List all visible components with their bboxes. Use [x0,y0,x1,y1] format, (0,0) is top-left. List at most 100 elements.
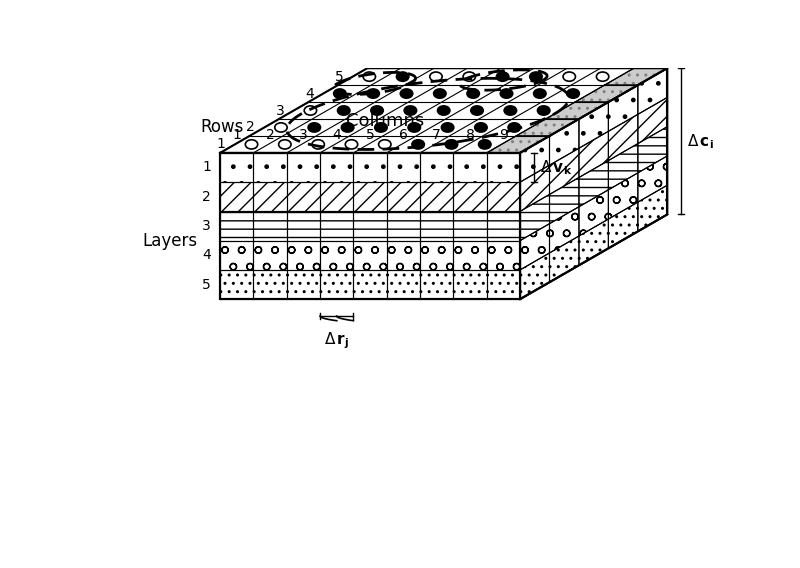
Polygon shape [486,241,520,270]
Polygon shape [386,182,420,211]
Text: $\Delta\,\mathbf{v_k}$: $\Delta\,\mathbf{v_k}$ [540,158,573,177]
Polygon shape [454,153,486,182]
Polygon shape [386,241,420,270]
Ellipse shape [312,140,324,149]
Polygon shape [320,153,354,182]
Polygon shape [220,153,254,182]
Polygon shape [638,156,667,202]
Ellipse shape [304,106,317,115]
Polygon shape [520,253,550,299]
Polygon shape [420,153,454,182]
Polygon shape [420,211,454,241]
Ellipse shape [412,140,424,149]
Ellipse shape [497,72,509,81]
Polygon shape [486,270,520,299]
Polygon shape [550,119,579,165]
Polygon shape [638,127,667,173]
Text: Columns: Columns [346,112,425,130]
Ellipse shape [308,123,321,132]
Polygon shape [575,85,638,102]
Polygon shape [386,211,420,241]
Polygon shape [254,241,286,270]
Text: 8: 8 [466,128,474,142]
Ellipse shape [338,106,350,115]
Ellipse shape [246,140,258,149]
Text: 4: 4 [332,128,341,142]
Polygon shape [550,177,579,224]
Text: 4: 4 [305,86,314,101]
Ellipse shape [334,89,346,98]
Polygon shape [286,270,320,299]
Polygon shape [609,114,638,161]
Text: $\Delta\,\mathbf{r_j}$: $\Delta\,\mathbf{r_j}$ [324,330,350,350]
Ellipse shape [438,106,450,115]
Text: 7: 7 [432,128,441,142]
Polygon shape [286,182,320,211]
Text: 9: 9 [499,128,508,142]
Polygon shape [320,182,354,211]
Text: 5: 5 [366,128,374,142]
Ellipse shape [563,72,575,81]
Polygon shape [220,241,254,270]
Polygon shape [520,165,550,211]
Text: 3: 3 [202,219,211,233]
Ellipse shape [367,89,379,98]
Ellipse shape [404,106,417,115]
Ellipse shape [374,123,387,132]
Ellipse shape [474,123,487,132]
Polygon shape [550,207,579,253]
Text: 2: 2 [266,128,274,142]
Ellipse shape [434,89,446,98]
Polygon shape [420,241,454,270]
Polygon shape [454,241,486,270]
Ellipse shape [567,89,579,98]
Text: 1: 1 [217,137,226,152]
Polygon shape [420,182,454,211]
Polygon shape [286,211,320,241]
Polygon shape [320,241,354,270]
Polygon shape [254,270,286,299]
Polygon shape [579,131,609,177]
Polygon shape [386,153,420,182]
Polygon shape [286,241,320,270]
Polygon shape [546,102,609,119]
Polygon shape [638,98,667,144]
Polygon shape [609,202,638,248]
Polygon shape [254,211,286,241]
Ellipse shape [538,106,550,115]
Ellipse shape [346,140,358,149]
Polygon shape [520,194,550,241]
Polygon shape [354,241,386,270]
Ellipse shape [408,123,421,132]
Text: 3: 3 [276,103,285,118]
Text: 6: 6 [399,128,408,142]
Polygon shape [579,190,609,236]
Polygon shape [638,185,667,231]
Polygon shape [354,153,386,182]
Ellipse shape [442,123,454,132]
Text: 3: 3 [299,128,308,142]
Ellipse shape [371,106,383,115]
Polygon shape [609,173,638,219]
Ellipse shape [508,123,521,132]
Ellipse shape [278,140,291,149]
Polygon shape [320,211,354,241]
Ellipse shape [534,89,546,98]
Polygon shape [516,119,579,136]
Polygon shape [638,68,667,114]
Ellipse shape [363,72,375,81]
Polygon shape [609,85,638,131]
Ellipse shape [274,123,287,132]
Ellipse shape [430,72,442,81]
Text: 4: 4 [202,248,211,262]
Ellipse shape [446,140,458,149]
Polygon shape [354,211,386,241]
Polygon shape [220,182,254,211]
Text: 5: 5 [202,278,211,291]
Polygon shape [254,153,286,182]
Text: $\Delta\,\mathbf{c_i}$: $\Delta\,\mathbf{c_i}$ [687,132,714,151]
Polygon shape [486,211,520,241]
Polygon shape [454,270,486,299]
Polygon shape [579,219,609,265]
Ellipse shape [342,123,354,132]
